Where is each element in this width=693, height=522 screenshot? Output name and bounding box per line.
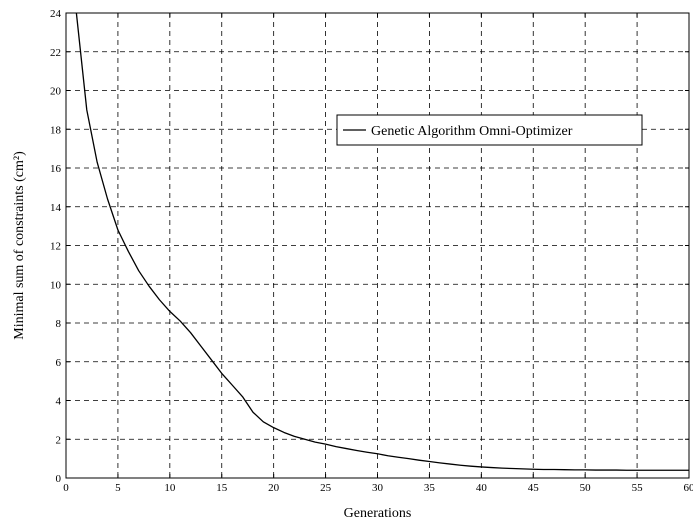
legend-box: [336, 114, 643, 146]
x-tick-labels: 0 5 10 15 20 25 30 35 40 45 50 55 60: [63, 482, 693, 494]
y-tick-label: 24: [50, 8, 62, 20]
x-tick-label: 55: [632, 482, 644, 494]
y-tick-label: 16: [50, 163, 62, 175]
y-tick-label: 4: [56, 396, 62, 408]
y-tick-label: 0: [56, 473, 62, 485]
y-tick-label: 20: [50, 86, 62, 98]
ticks: [65, 12, 690, 479]
grid: [66, 13, 689, 478]
x-tick-label: 0: [63, 482, 69, 494]
series-line: [75, 12, 689, 471]
x-tick-label: 20: [268, 482, 280, 494]
y-axis-title: Minimal sum of constraints (cm²): [12, 151, 27, 340]
x-tick-label: 30: [372, 482, 384, 494]
x-tick-label: 35: [424, 482, 436, 494]
x-tick-label: 10: [164, 482, 176, 494]
y-tick-label: 22: [50, 47, 61, 59]
y-tick-label: 12: [50, 241, 61, 253]
x-axis-title: Generations: [344, 506, 412, 521]
y-tick-label: 6: [56, 357, 62, 369]
x-tick-label: 45: [528, 482, 540, 494]
x-tick-label: 15: [216, 482, 228, 494]
x-tick-label: 25: [320, 482, 332, 494]
x-tick-label: 50: [580, 482, 592, 494]
y-tick-label: 14: [50, 202, 62, 214]
y-tick-label: 8: [56, 318, 62, 330]
x-tick-label: 60: [684, 482, 693, 494]
series-group: [75, 12, 689, 471]
legend-entry-label: Genetic Algorithm Omni-Optimizer: [371, 124, 573, 139]
plot-frame: [65, 12, 690, 479]
y-tick-label: 2: [56, 434, 62, 446]
legend: Genetic Algorithm Omni-Optimizer: [336, 114, 643, 146]
y-tick-label: 18: [50, 124, 62, 136]
y-tick-label: 10: [50, 279, 62, 291]
x-tick-label: 5: [115, 482, 121, 494]
x-tick-label: 40: [476, 482, 488, 494]
